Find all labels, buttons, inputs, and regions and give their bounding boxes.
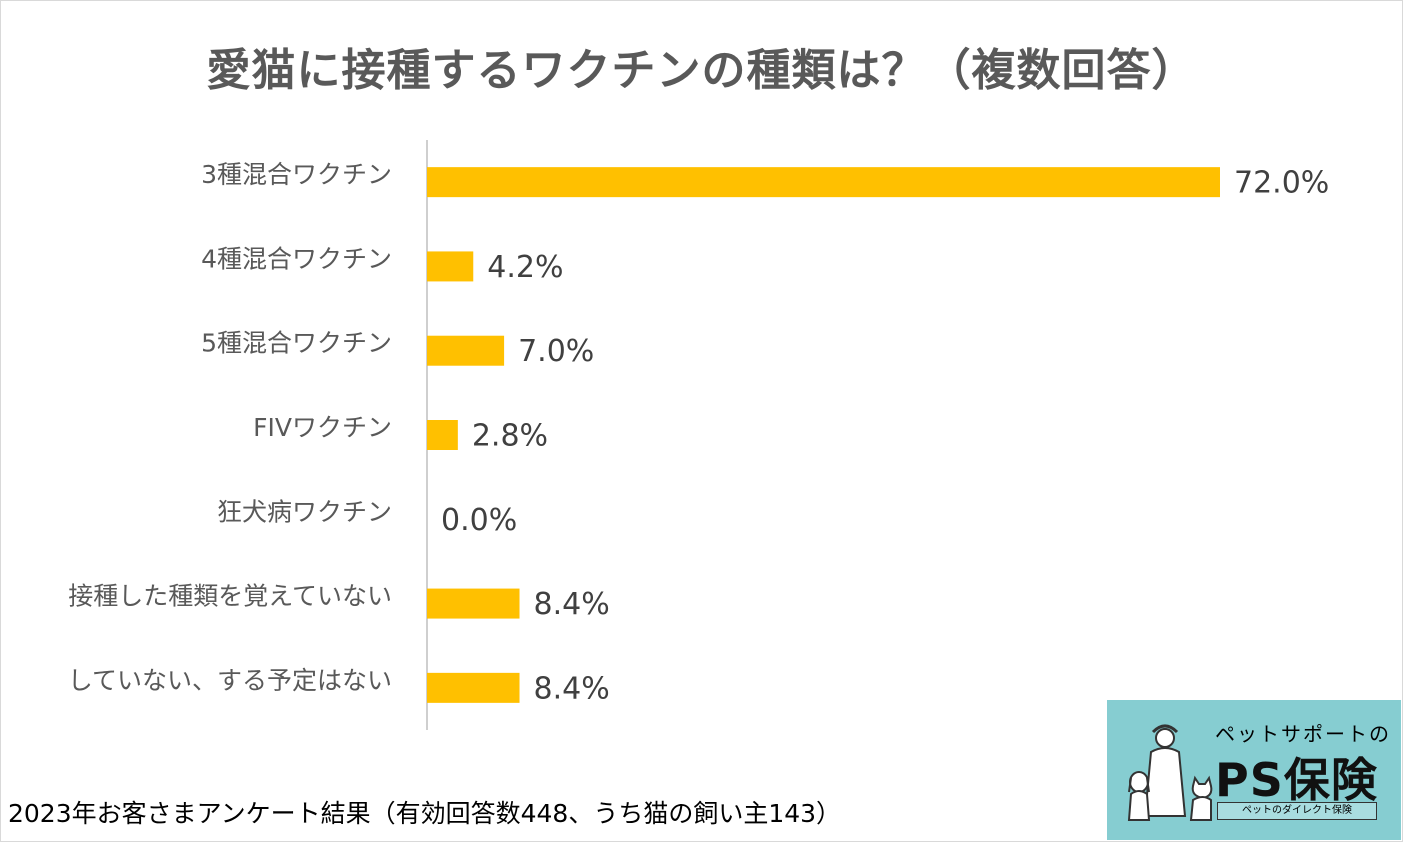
pet-owner-illustration-icon [1127,724,1213,821]
category-label: 4種混合ワクチン [201,244,392,273]
bar-value-label: 8.4% [534,671,610,706]
bar-value-label: 72.0% [1234,166,1329,201]
bar [427,167,1220,198]
category-label: 5種混合ワクチン [201,329,392,358]
bar-value-label: 0.0% [441,503,517,538]
bar [427,672,520,703]
bar-value-label: 7.0% [518,334,594,369]
category-label: していない、する予定はない [68,666,392,695]
bar-value-label: 8.4% [534,587,610,622]
logo-tagline: ペットサポートの [1215,722,1391,746]
category-label: 3種混合ワクチン [201,160,392,189]
bar [427,420,458,450]
bar [427,251,474,282]
logo-subtitle: ペットのダイレクト保険 [1217,802,1377,820]
bar-value-label: 2.8% [472,419,548,454]
category-label: 接種した種類を覚えていない [68,582,392,611]
bar-value-label: 4.2% [487,250,563,285]
category-label: FIVワクチン [253,413,392,442]
chart-title: 愛猫に接種するワクチンの種類は？（複数回答） [206,45,1197,96]
bar [427,335,505,366]
ps-insurance-logo: ペットサポートの PS保険 ペットのダイレクト保険 [1107,700,1401,840]
category-label: 狂犬病ワクチン [217,497,392,526]
survey-footnote: 2023年お客さまアンケート結果（有効回答数448、うち猫の飼い主143） [8,799,842,828]
logo-brand-name: PS保険 [1215,753,1378,807]
bar [427,588,520,619]
